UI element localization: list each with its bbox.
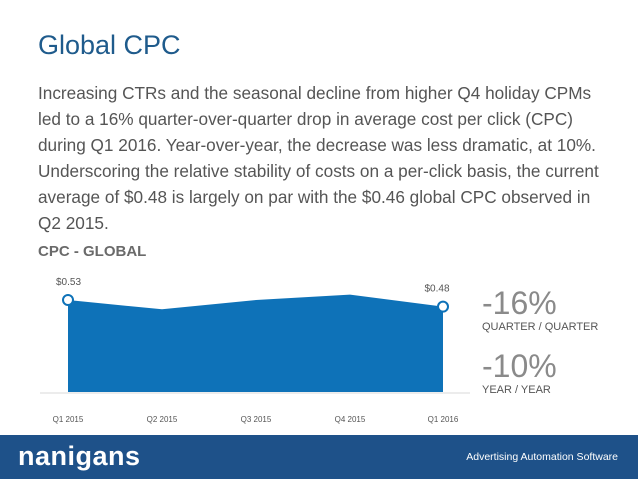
data-point-4 xyxy=(437,300,449,313)
x-tick-label: Q1 2015 xyxy=(53,415,84,424)
x-tick-label: Q1 2016 xyxy=(428,415,459,424)
data-label-0: $0.53 xyxy=(56,277,81,288)
area-series-fill xyxy=(68,294,443,392)
data-point-0 xyxy=(62,294,74,306)
stat-yoy-label: YEAR / YEAR xyxy=(482,384,551,396)
stat-qoq-value: -16% xyxy=(482,285,557,321)
x-tick-label: Q4 2015 xyxy=(335,415,366,424)
nanigans-logo: nanigans xyxy=(18,441,141,471)
x-tick-label: Q3 2015 xyxy=(241,415,272,424)
data-label-4: $0.48 xyxy=(424,284,449,295)
stat-yoy-value: -10% xyxy=(482,348,557,384)
footer-bar: nanigans Advertising Automation Software xyxy=(0,435,638,479)
stat-qoq-label: QUARTER / QUARTER xyxy=(482,321,599,333)
stat-year-over-year: -10% YEAR / YEAR xyxy=(482,349,557,396)
cpc-area-chart: $0.53 $0.48 Q1 2015 Q2 2015 Q3 2015 Q4 2015 Q1… xyxy=(40,277,470,424)
x-tick-label: Q2 2015 xyxy=(147,415,178,424)
footer-tagline: Advertising Automation Software xyxy=(466,451,618,463)
chart-title: CPC - GLOBAL xyxy=(38,243,147,260)
stat-quarter-over-quarter: -16% QUARTER / QUARTER xyxy=(482,286,598,333)
body-text: Increasing CTRs and the seasonal decline… xyxy=(38,80,608,236)
body-paragraph: Increasing CTRs and the seasonal decline… xyxy=(38,83,599,233)
slide-title: Global CPC xyxy=(38,30,181,60)
